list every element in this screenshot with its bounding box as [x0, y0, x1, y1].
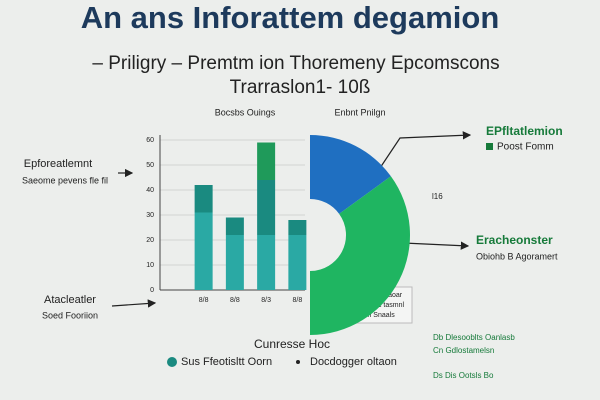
pie-slice — [310, 176, 410, 335]
pie-slice — [310, 135, 391, 214]
footer-title: Cunresse Hoc — [254, 337, 330, 351]
y-tick-label: 0 — [150, 287, 154, 294]
bar-segment — [257, 180, 276, 235]
x-tick-label: 8/8 — [199, 297, 209, 304]
x-tick-label: 8/8 — [293, 297, 303, 304]
annotation: Eracheonster — [476, 233, 553, 247]
annotation: Saeome pevens fle fil — [22, 175, 108, 185]
bar-segment — [194, 212, 213, 290]
annotation: Obiohb B Agoramert — [476, 251, 558, 261]
chart-title: Bocsbs Ouings — [215, 107, 276, 117]
y-tick-label: 30 — [146, 212, 154, 219]
legend-label: Docdogger oltaon — [310, 356, 397, 368]
title: An ans Inforattem degamion — [81, 0, 500, 35]
note: Db Dlesooblts Oanlasb — [433, 333, 515, 342]
y-tick-label: 50 — [146, 162, 154, 169]
legend-swatch — [167, 357, 177, 367]
annotation: Poost Fomm — [497, 142, 554, 153]
note: Ds Dis Ootsls Bo — [433, 371, 494, 380]
bar-segment — [288, 220, 307, 235]
bar-segment — [194, 185, 213, 213]
y-tick-label: 60 — [146, 137, 154, 144]
annotation: Epforeatlemnt — [24, 158, 92, 170]
chart-title: Enbnt Pnilgn — [334, 107, 385, 117]
bar-segment — [225, 235, 244, 290]
y-tick-label: 40 — [146, 187, 154, 194]
x-tick-label: 8/8 — [230, 297, 240, 304]
annotation: Atacleatler — [44, 294, 96, 306]
x-tick-label: 8/3 — [261, 297, 271, 304]
legend-swatch — [486, 143, 493, 150]
note: Cn Gdlostamelsn — [433, 346, 494, 355]
arrow — [111, 299, 157, 308]
legend-label: Sus Ffeotisltt Oorn — [181, 356, 272, 368]
bar-segment — [225, 217, 244, 235]
data-label: l16 — [432, 192, 443, 201]
annotation: Soed Fooriion — [42, 310, 98, 320]
y-tick-label: 20 — [146, 237, 154, 244]
subtitle: – Priligry – Premtm ion Thoremeny Epcoms… — [92, 53, 499, 74]
bar-segment — [257, 235, 276, 290]
bar-segment — [288, 235, 307, 290]
subtitle: Trarraslon1- 10ß — [230, 77, 371, 98]
annotation: EPfltatlemion — [486, 124, 563, 138]
y-tick-label: 10 — [146, 262, 154, 269]
bar-segment — [257, 142, 276, 180]
bullet — [296, 360, 300, 364]
